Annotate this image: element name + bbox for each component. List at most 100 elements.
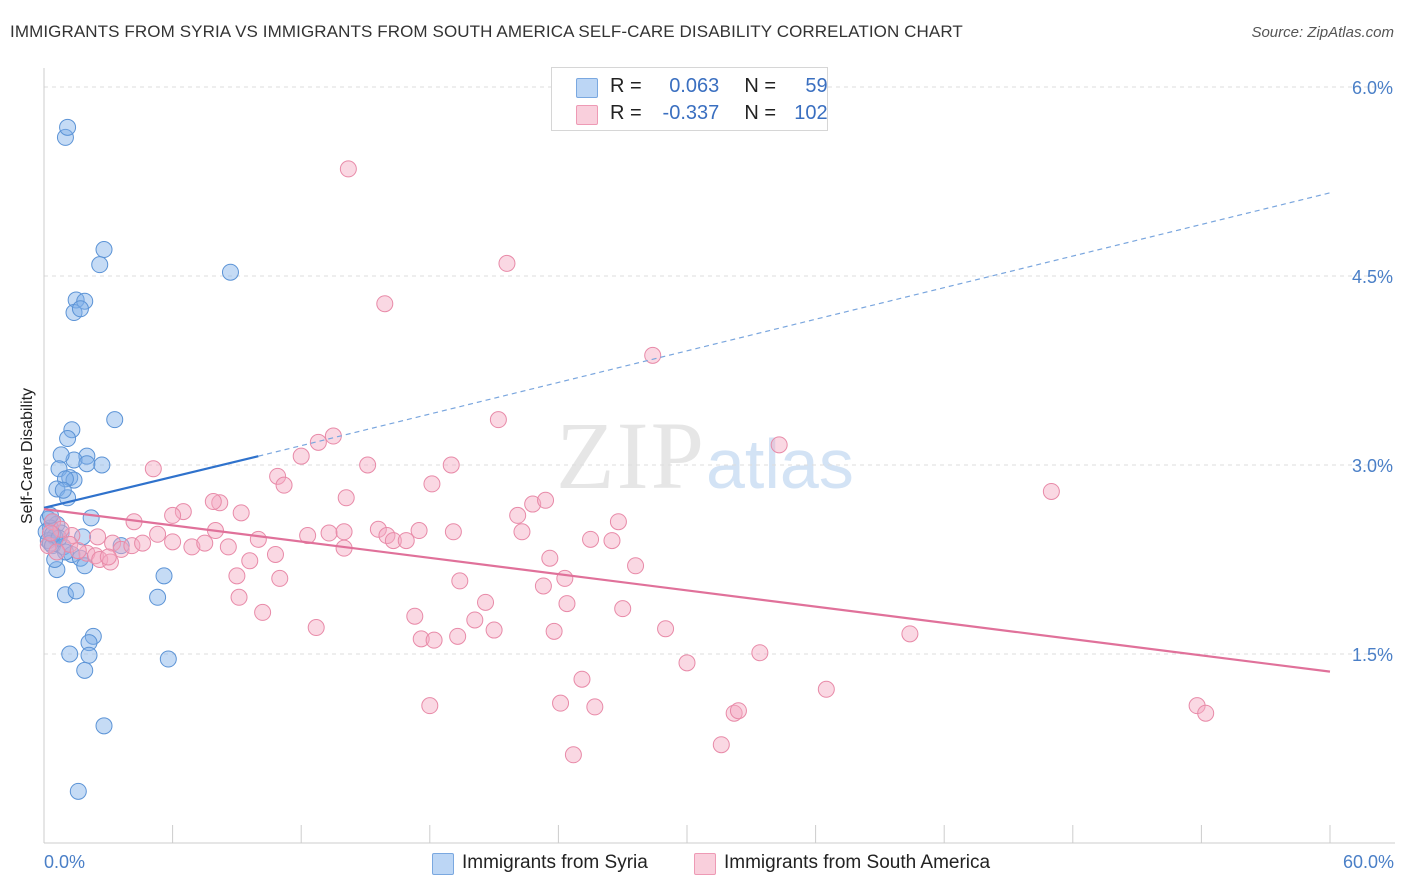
data-point <box>65 471 83 489</box>
legend-n-label: N = <box>744 75 777 97</box>
data-point <box>397 532 415 550</box>
data-point <box>384 532 402 550</box>
data-point <box>159 650 177 668</box>
data-point <box>59 430 77 448</box>
data-point <box>219 538 237 556</box>
watermark-atlas: atlas <box>706 425 854 503</box>
data-point <box>59 118 77 136</box>
data-point <box>48 561 66 579</box>
data-point <box>76 557 94 575</box>
data-points <box>37 118 1215 800</box>
data-point <box>751 644 769 662</box>
data-point <box>466 611 484 629</box>
data-point <box>78 455 96 473</box>
data-point <box>39 537 57 555</box>
correlation-legend: R = 0.063 N = 59 R = -0.337 N = 102 <box>551 67 828 131</box>
legend-r-label: R = <box>610 102 642 124</box>
data-point <box>164 506 182 524</box>
data-point <box>337 489 355 507</box>
legend-r-value: 0.063 <box>669 75 720 97</box>
data-point <box>1042 482 1060 500</box>
data-point <box>204 493 222 511</box>
y-tick-labels: 1.5% 3.0% 4.5% 6.0% <box>1352 78 1393 665</box>
data-point <box>211 494 229 512</box>
data-point <box>729 702 747 720</box>
data-point <box>221 263 239 281</box>
data-point <box>299 527 317 545</box>
grid-lines <box>44 86 1395 655</box>
watermark: ZIPatlas <box>556 400 854 511</box>
legend-r-value: -0.337 <box>662 102 720 124</box>
data-point <box>614 600 632 618</box>
series-syria <box>37 118 239 800</box>
legend-r-label: R = <box>610 75 642 97</box>
data-point <box>93 456 111 474</box>
data-point <box>558 595 576 613</box>
data-point <box>425 631 443 649</box>
data-point <box>359 456 377 474</box>
data-point <box>534 577 552 595</box>
data-point <box>449 627 467 645</box>
data-point <box>74 528 92 546</box>
data-point <box>134 534 152 552</box>
data-point <box>603 532 621 550</box>
data-point <box>69 542 87 560</box>
data-point <box>564 746 582 764</box>
data-point <box>376 295 394 313</box>
data-point <box>477 593 495 611</box>
data-point <box>82 509 100 527</box>
data-point <box>76 661 94 679</box>
data-point <box>339 160 357 178</box>
data-point <box>266 545 284 563</box>
data-point <box>444 523 462 541</box>
data-point <box>63 421 81 439</box>
y-tick-label: 3.0% <box>1352 456 1393 476</box>
series-south-america <box>39 160 1215 764</box>
trend-line-syria <box>43 455 259 509</box>
data-point <box>65 451 83 469</box>
data-point <box>95 717 113 735</box>
data-point <box>451 572 469 590</box>
data-point <box>627 557 645 575</box>
x-tick-min: 0.0% <box>44 852 86 872</box>
data-point <box>423 475 441 493</box>
data-point <box>183 538 201 556</box>
data-point <box>817 680 835 698</box>
data-point <box>52 520 70 538</box>
data-point <box>582 530 600 548</box>
data-point <box>1197 704 1215 722</box>
data-point <box>657 620 675 638</box>
data-point <box>292 447 310 465</box>
data-point <box>513 523 531 541</box>
data-point <box>149 588 167 606</box>
data-point <box>89 528 107 546</box>
data-point <box>228 567 246 585</box>
data-point <box>498 254 516 272</box>
data-point <box>104 534 122 552</box>
data-point <box>144 460 162 478</box>
data-point <box>95 241 113 259</box>
data-point <box>485 621 503 639</box>
data-point <box>41 524 59 542</box>
data-point <box>230 588 248 606</box>
data-point <box>678 654 696 672</box>
data-point <box>54 481 72 499</box>
data-point <box>232 504 250 522</box>
data-point <box>254 603 272 621</box>
legend-n-value: 59 <box>805 75 828 97</box>
data-point <box>275 476 293 494</box>
data-point <box>56 128 74 146</box>
axes <box>43 68 1395 844</box>
y-tick-label: 1.5% <box>1352 645 1393 665</box>
data-point <box>421 697 439 715</box>
data-point <box>91 256 109 274</box>
data-point <box>537 491 555 509</box>
data-point <box>71 300 89 318</box>
legend-text-south-america: R = -0.337 N = 102 <box>610 102 828 125</box>
y-tick-label: 4.5% <box>1352 267 1393 287</box>
bottom-legend-swatch-syria <box>432 853 454 875</box>
data-point <box>335 523 353 541</box>
data-point <box>573 670 591 688</box>
bottom-legend-label-syria: Immigrants from Syria <box>462 852 648 873</box>
data-point <box>56 586 74 604</box>
